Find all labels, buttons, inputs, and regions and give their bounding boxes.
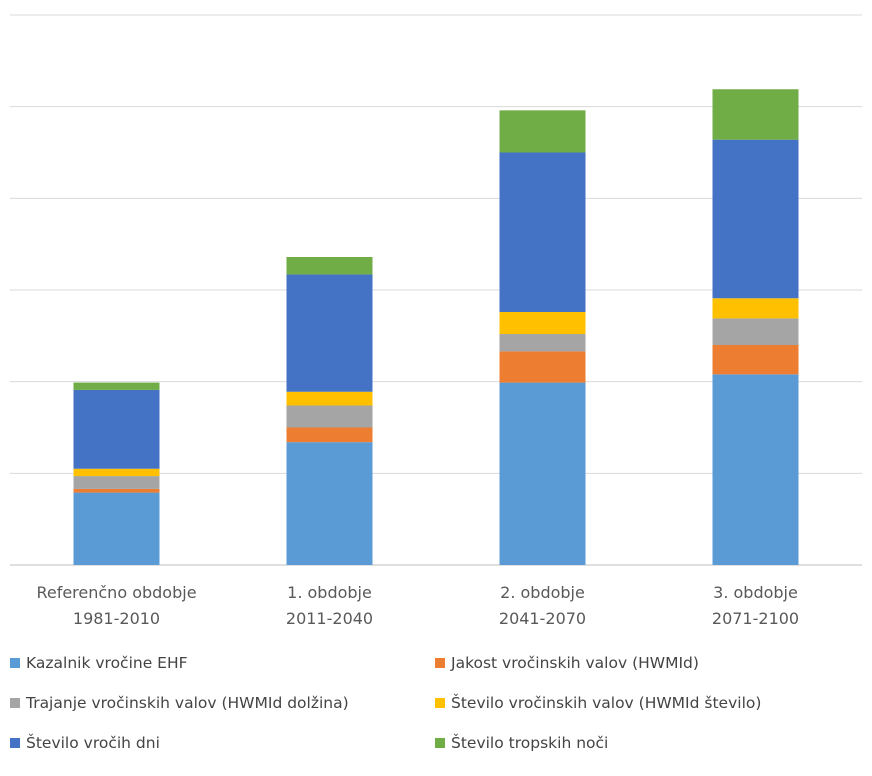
legend-label: Število tropskih noči xyxy=(451,734,609,752)
legend-label: Jakost vročinskih valov (HWMId) xyxy=(451,654,699,672)
legend-item: Jakost vročinskih valov (HWMId) xyxy=(435,654,699,672)
bar-segment-2-category-1 xyxy=(73,488,160,493)
bar-segment-5-category-1 xyxy=(73,389,160,469)
bar-segment-3-category-2 xyxy=(286,405,373,428)
legend-swatch xyxy=(435,738,445,748)
x-axis-labels: Referenčno obdobje 1981-2010 1. obdobje 201… xyxy=(36,583,799,628)
bar-segment-2-category-3 xyxy=(499,351,586,383)
legend-swatch xyxy=(435,698,445,708)
bar-segment-5-category-2 xyxy=(286,274,373,392)
x-tick-label: 3. obdobje xyxy=(713,583,798,602)
bar-segment-6-category-4 xyxy=(712,89,799,140)
legend-swatch xyxy=(10,738,20,748)
bar-segment-1-category-3 xyxy=(499,382,586,565)
legend-label: Trajanje vročinskih valov (HWMId dolžina… xyxy=(26,694,349,712)
bar-segment-4-category-2 xyxy=(286,391,373,406)
legend-item: Trajanje vročinskih valov (HWMId dolžina… xyxy=(10,694,349,712)
legend-item: Število vročih dni xyxy=(10,734,160,752)
bar-segment-6-category-2 xyxy=(286,257,373,275)
x-tick-label: 2071-2100 xyxy=(712,609,799,628)
x-tick-label: 1. obdobje xyxy=(287,583,372,602)
bar-segment-1-category-1 xyxy=(73,492,160,565)
legend-label: Kazalnik vročine EHF xyxy=(26,654,188,672)
legend-label: Število vročih dni xyxy=(26,734,160,752)
bar-segment-4-category-3 xyxy=(499,312,586,334)
bar-segment-1-category-4 xyxy=(712,374,799,565)
legend-swatch xyxy=(10,658,20,668)
legend-swatch xyxy=(435,658,445,668)
legend-item: Število vročinskih valov (HWMId število) xyxy=(435,694,761,712)
x-tick-label: Referenčno obdobje xyxy=(36,583,196,602)
legend-item: Kazalnik vročine EHF xyxy=(10,654,188,672)
legend-item: Število tropskih noči xyxy=(435,734,608,752)
x-tick-label: 2. obdobje xyxy=(500,583,585,602)
bar-segment-3-category-4 xyxy=(712,318,799,345)
x-tick-label: 1981-2010 xyxy=(73,609,160,628)
legend-label: Število vročinskih valov (HWMId število) xyxy=(451,694,762,712)
bars xyxy=(73,89,799,565)
bar-segment-4-category-4 xyxy=(712,298,799,319)
x-tick-label: 2041-2070 xyxy=(499,609,586,628)
bar-segment-2-category-2 xyxy=(286,427,373,443)
bar-segment-6-category-3 xyxy=(499,110,586,153)
x-tick-label: 2011-2040 xyxy=(286,609,373,628)
bar-segment-4-category-1 xyxy=(73,468,160,477)
bar-segment-3-category-1 xyxy=(73,476,160,489)
bar-segment-5-category-4 xyxy=(712,139,799,299)
stacked-bar-chart: Referenčno obdobje 1981-2010 1. obdobje 201… xyxy=(10,14,862,628)
bar-segment-1-category-2 xyxy=(286,442,373,565)
bar-segment-3-category-3 xyxy=(499,334,586,352)
bar-segment-2-category-4 xyxy=(712,345,799,375)
bar-segment-5-category-3 xyxy=(499,152,586,312)
bar-segment-6-category-1 xyxy=(73,382,160,390)
legend-swatch xyxy=(10,698,20,708)
